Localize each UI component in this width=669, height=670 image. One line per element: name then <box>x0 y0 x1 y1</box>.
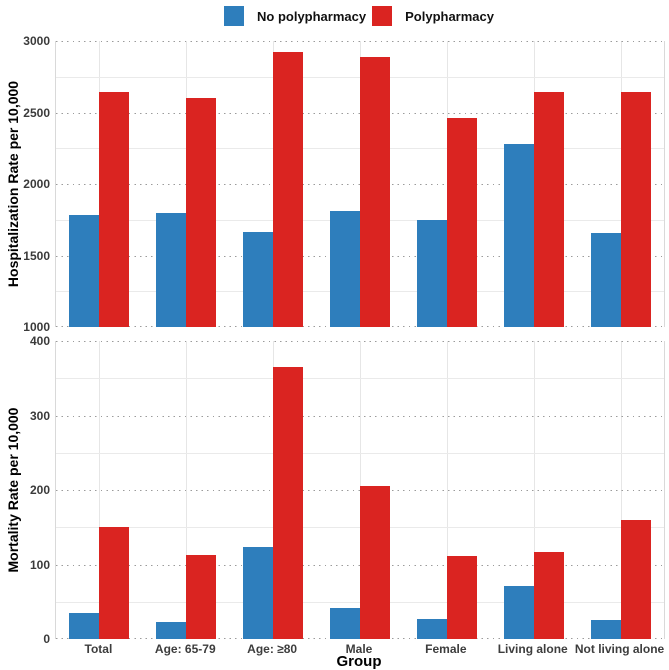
x-tick-label: Age: ≥80 <box>247 642 298 656</box>
bar-polypharmacy <box>533 91 564 327</box>
bar-no-polypharmacy <box>590 620 621 639</box>
y-tick-label: 2500 <box>23 105 50 120</box>
gridline-minor <box>56 378 664 380</box>
gridline-major <box>56 41 664 42</box>
bar-polypharmacy <box>186 98 217 327</box>
y-tick-label: 200 <box>29 483 50 497</box>
legend-label-no-polypharmacy: No polypharmacy <box>257 8 367 24</box>
bar-polypharmacy <box>620 91 651 327</box>
bar-polypharmacy <box>620 519 651 639</box>
bar-no-polypharmacy <box>243 547 274 639</box>
legend-swatch-no-polypharmacy-icon <box>224 6 245 26</box>
gridline-minor <box>56 452 664 454</box>
bar-no-polypharmacy <box>69 215 100 327</box>
y-tick-label: 100 <box>29 557 50 572</box>
y-axis-title-hospitalization: Hospitalization Rate per 10,000 <box>5 80 21 288</box>
x-tick-label: Total <box>84 642 113 656</box>
bar-no-polypharmacy <box>503 143 534 327</box>
legend-item-no-polypharmacy: No polypharmacy <box>224 6 366 26</box>
bar-polypharmacy <box>446 117 477 327</box>
x-axis-labels: Total Age: 65-79 Age: ≥80 Male Female Living … <box>55 642 665 656</box>
y-tick-label: 300 <box>29 408 50 423</box>
bar-polypharmacy <box>99 527 130 639</box>
y-tick-label: 0 <box>43 632 50 646</box>
y-tick-label: 1000 <box>23 320 50 334</box>
bar-polypharmacy <box>533 551 564 639</box>
bar-no-polypharmacy <box>416 618 447 639</box>
bar-no-polypharmacy <box>156 212 187 327</box>
x-tick-label: Male <box>345 642 373 656</box>
x-tick-label: Age: 65-79 <box>154 642 216 656</box>
y-tick-label: 2000 <box>23 177 50 191</box>
x-tick-label: Female <box>425 642 467 656</box>
legend-swatch-polypharmacy-icon <box>372 6 393 26</box>
bar-no-polypharmacy <box>69 612 100 639</box>
legend-label-polypharmacy: Polypharmacy <box>405 8 494 24</box>
y-tick-label: 3000 <box>23 34 50 48</box>
y-tick-label: 400 <box>29 334 50 348</box>
bar-polypharmacy <box>446 556 477 639</box>
bar-no-polypharmacy <box>503 586 534 639</box>
gridline-major <box>56 415 664 417</box>
legend-item-polypharmacy: Polypharmacy <box>372 6 494 26</box>
hospitalization-panel: 1000 1500 2000 2500 3000 <box>23 34 665 334</box>
legend: No polypharmacy Polypharmacy <box>55 4 663 28</box>
bar-polypharmacy <box>360 486 390 639</box>
bar-no-polypharmacy <box>243 231 274 327</box>
bar-polypharmacy <box>273 367 304 639</box>
gridline-major <box>56 341 664 342</box>
bar-no-polypharmacy <box>330 608 360 639</box>
bar-no-polypharmacy <box>156 621 187 639</box>
bar-no-polypharmacy <box>590 233 621 327</box>
bar-polypharmacy <box>360 57 390 327</box>
bar-polypharmacy <box>99 91 130 327</box>
y-tick-label: 1500 <box>23 248 50 263</box>
bar-no-polypharmacy <box>416 219 447 327</box>
bar-polypharmacy <box>273 52 304 327</box>
bar-polypharmacy <box>186 554 217 639</box>
x-axis-title: Group <box>336 653 382 670</box>
y-axis-title-mortality: Mortality Rate per 10,000 <box>5 407 21 573</box>
bar-no-polypharmacy <box>330 211 360 327</box>
x-tick-label: Living alone <box>497 642 568 656</box>
mortality-panel: 0 100 200 300 400 <box>30 334 665 646</box>
x-tick-label: Not living alone <box>574 642 665 656</box>
